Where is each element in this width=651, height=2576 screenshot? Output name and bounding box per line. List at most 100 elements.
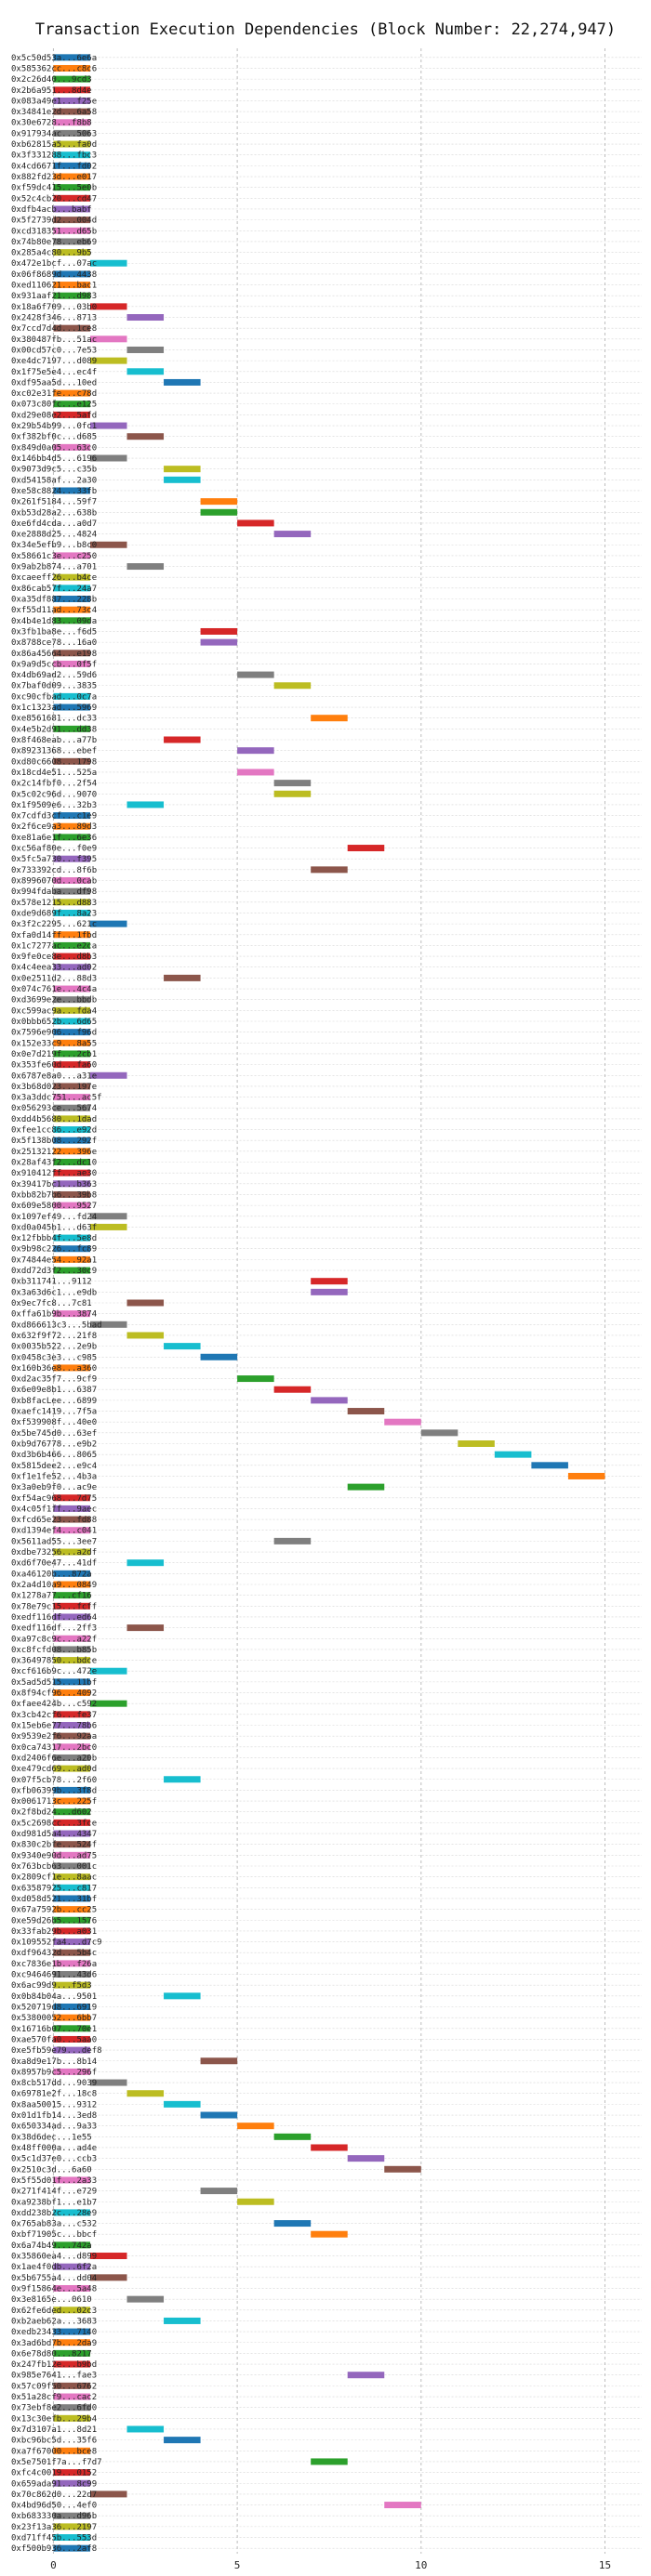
tx-bar bbox=[347, 2372, 385, 2379]
tx-bar bbox=[53, 1797, 90, 1805]
tx-label: 0x985e7641...fae3 bbox=[11, 2372, 97, 2381]
tx-label: 0xc90cfbad...0c7a bbox=[11, 692, 97, 702]
tx-bar bbox=[89, 454, 127, 462]
tx-label: 0xb9d76778...e9b2 bbox=[11, 1439, 97, 1449]
tx-label: 0xfb06399b...3f8d bbox=[11, 1786, 97, 1795]
tx-label: 0x4bd96d50...4ef0 bbox=[11, 2502, 97, 2511]
tx-label: 0x3e8165e...0610 bbox=[11, 2295, 92, 2305]
tx-bar bbox=[53, 2035, 90, 2043]
tx-bar bbox=[126, 433, 165, 440]
tx-bar bbox=[164, 378, 201, 386]
tx-bar bbox=[53, 1505, 90, 1512]
tx-label: 0xfee1cc86...e92d bbox=[11, 1126, 97, 1136]
tx-bar bbox=[164, 736, 201, 743]
tx-bar bbox=[53, 1732, 90, 1740]
tx-bar bbox=[53, 1039, 90, 1046]
tx-bar bbox=[89, 1071, 127, 1079]
tx-bar bbox=[53, 2263, 90, 2270]
tx-label: 0x9fe0ce8e...d8b3 bbox=[11, 953, 97, 962]
tx-label: 0x6a74b49...742a bbox=[11, 2241, 92, 2251]
tx-bar bbox=[89, 303, 127, 310]
tx-bar bbox=[126, 1624, 165, 1632]
tx-label: 0x5c1d37e0...ccb3 bbox=[11, 2155, 97, 2164]
tx-bar bbox=[89, 1223, 127, 1230]
tx-label: 0xd80c6608...1798 bbox=[11, 757, 97, 767]
tx-bar bbox=[458, 1440, 495, 1447]
tx-label: 0xc8fcfd08...b85b bbox=[11, 1646, 97, 1655]
tx-bar bbox=[53, 389, 90, 397]
tx-label: 0xf59dc415...5e0b bbox=[11, 184, 97, 193]
tx-label: 0xd6f70e47...41df bbox=[11, 1559, 97, 1569]
tx-bar bbox=[53, 1960, 90, 1967]
tx-bar bbox=[311, 2458, 348, 2465]
tx-bar bbox=[164, 476, 201, 483]
tx-bar bbox=[311, 1278, 348, 1285]
tx-label: 0x1ae4f0db...6f2a bbox=[11, 2263, 97, 2272]
tx-bar bbox=[53, 1126, 90, 1134]
tx-label: 0xc02e31fe...c78d bbox=[11, 389, 97, 399]
tx-bar bbox=[53, 1916, 90, 1924]
tx-label: 0x931aaf21...d983 bbox=[11, 292, 97, 301]
tx-bar bbox=[53, 2393, 90, 2400]
tx-label: 0x3ad6bd7b...2da9 bbox=[11, 2339, 97, 2348]
tx-bar bbox=[53, 931, 90, 939]
tx-bar bbox=[53, 1364, 90, 1372]
tx-label: 0x109552fa4...d7c9 bbox=[11, 1939, 102, 1948]
tx-bar bbox=[237, 2123, 274, 2130]
tx-bar bbox=[53, 1094, 90, 1101]
tx-label: 0xbc96bc5d...35f6 bbox=[11, 2437, 97, 2446]
tx-bar bbox=[89, 1667, 127, 1675]
tx-label: 0xf539908f...40e0 bbox=[11, 1418, 97, 1427]
tx-bar bbox=[53, 173, 90, 180]
tx-label: 0x2c14fbf0...2f54 bbox=[11, 780, 97, 789]
tx-bar bbox=[126, 2295, 165, 2303]
tx-bar bbox=[200, 1353, 238, 1360]
tx-label: 0xf1e1fe52...4b3a bbox=[11, 1472, 97, 1481]
tx-label: 0xd866613c3...5bad bbox=[11, 1321, 102, 1330]
tx-bar bbox=[273, 1386, 312, 1393]
tx-bar bbox=[89, 2491, 127, 2498]
tx-label: 0xd3699e2e...bbdb bbox=[11, 996, 97, 1005]
tx-bar bbox=[89, 920, 127, 927]
tx-bar bbox=[384, 2502, 421, 2509]
tx-label: 0xd3b6b466...8065 bbox=[11, 1451, 97, 1460]
tx-bar bbox=[53, 1721, 90, 1728]
tx-label: 0xd2406f6e...a20b bbox=[11, 1754, 97, 1763]
tx-label: 0xa9238bf1...e1b7 bbox=[11, 2198, 97, 2207]
tx-label: 0x5f138b08...292f bbox=[11, 1137, 97, 1146]
tx-bar bbox=[164, 2100, 201, 2108]
tx-bar bbox=[164, 1776, 201, 1783]
tx-label: 0x1c1323ad...5969 bbox=[11, 703, 97, 713]
tx-bar bbox=[53, 129, 90, 137]
tx-label: 0xe58c8824...33fb bbox=[11, 487, 97, 496]
tx-bar bbox=[126, 1332, 165, 1339]
tx-bar bbox=[53, 64, 90, 72]
grid-layer bbox=[46, 48, 642, 2554]
tx-label: 0x4b4e1d83...09da bbox=[11, 617, 97, 626]
tx-label: 0x1278a77...cf16 bbox=[11, 1592, 92, 1601]
tx-bar bbox=[53, 2339, 90, 2346]
tx-label: 0x34841e2d...6a58 bbox=[11, 108, 97, 117]
tx-label: 0xd0a045b1...d63f bbox=[11, 1223, 97, 1232]
tx-bar bbox=[53, 108, 90, 115]
tx-label: 0xe81a6e1f...6e36 bbox=[11, 834, 97, 843]
tx-bar bbox=[126, 368, 165, 375]
tx-bar bbox=[53, 1115, 90, 1123]
tx-label: 0xdf96432d...5b4c bbox=[11, 1949, 97, 1958]
tx-bar bbox=[200, 2188, 238, 2195]
tx-label: 0xcaeeff26...b4ce bbox=[11, 573, 97, 583]
tx-label: 0xd29e08e2...5afd bbox=[11, 411, 97, 420]
tx-label: 0x69781e2f...18c8 bbox=[11, 2090, 97, 2099]
tx-label: 0x48ff000a...ad4e bbox=[11, 2144, 97, 2153]
tx-label: 0xa97c8c9c...a22f bbox=[11, 1635, 97, 1644]
tx-bar bbox=[53, 292, 90, 299]
tx-label: 0x35860ea4...d899 bbox=[11, 2253, 97, 2262]
tx-label: 0x882fd23d...e017 bbox=[11, 173, 97, 182]
tx-label: 0x5815dee2...e9c4 bbox=[11, 1462, 97, 1471]
tx-bar bbox=[53, 1602, 90, 1610]
tx-bar bbox=[53, 692, 90, 700]
tx-label: 0xdd4b5680...1dad bbox=[11, 1115, 97, 1124]
tx-bar bbox=[53, 2479, 90, 2487]
tx-label: 0x34e5efb9...b8c0 bbox=[11, 541, 97, 550]
tx-bar bbox=[53, 2382, 90, 2389]
